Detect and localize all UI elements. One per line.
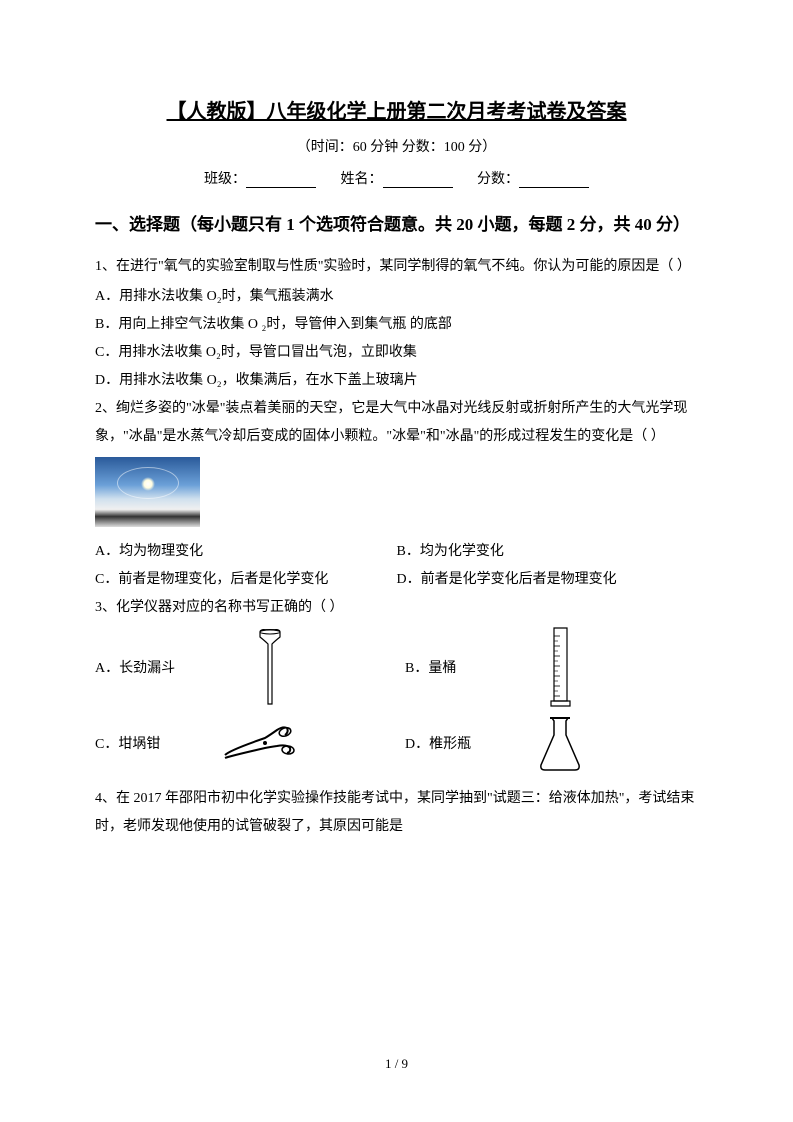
name-label: 姓名： [341,172,383,187]
name-blank [383,172,453,188]
flask-icon [485,715,635,775]
student-info-row: 班级： 姓名： 分数： [95,168,698,188]
exam-subtitle: （时间：60 分钟 分数：100 分） [95,136,698,156]
q2-option-a: A．均为物理变化 [95,538,397,566]
exam-title: 【人教版】八年级化学上册第二次月考考试卷及答案 [95,95,698,124]
question-2: 2、绚烂多姿的"冰晕"装点着美丽的天空，它是大气中冰晶对光线反射或折射所产生的大… [95,395,698,451]
q3-option-b: B．量桶 [405,655,485,683]
q2-image [95,457,698,532]
q1-option-c: C．用排水法收集 O₂时，导管口冒出气泡，立即收集 [95,339,698,367]
score-label: 分数： [477,172,519,187]
class-blank [246,172,316,188]
tongs-icon [195,720,345,770]
cylinder-icon [485,626,635,711]
q1-option-b: B．用向上排空气法收集 O ₂时，导管伸入到集气瓶 的底部 [95,311,698,339]
q2-option-c: C．前者是物理变化，后者是化学变化 [95,566,397,594]
page-number: 1 / 9 [0,1056,793,1072]
ice-halo-image [95,457,200,527]
q1-option-d: D．用排水法收集 O₂，收集满后，在水下盖上玻璃片 [95,367,698,395]
section-1-header: 一、选择题（每小题只有 1 个选项符合题意。共 20 小题，每题 2 分，共 4… [95,206,698,243]
q3-option-a: A．长劲漏斗 [95,655,195,683]
q2-option-b: B．均为化学变化 [397,538,699,566]
class-label: 班级： [204,172,246,187]
funnel-icon [195,629,345,709]
question-1: 1、在进行"氧气的实验室制取与性质"实验时，某同学制得的氧气不纯。你认为可能的原… [95,253,698,281]
question-3: 3、化学仪器对应的名称书写正确的（ ） [95,594,698,622]
q3-option-d: D．椎形瓶 [405,731,485,759]
q3-option-c: C．坩埚钳 [95,731,195,759]
question-4: 4、在 2017 年邵阳市初中化学实验操作技能考试中，某同学抽到"试题三：给液体… [95,785,698,841]
q1-option-a: A．用排水法收集 O₂时，集气瓶装满水 [95,283,698,311]
score-blank [519,172,589,188]
q2-option-d: D．前者是化学变化后者是物理变化 [397,566,699,594]
